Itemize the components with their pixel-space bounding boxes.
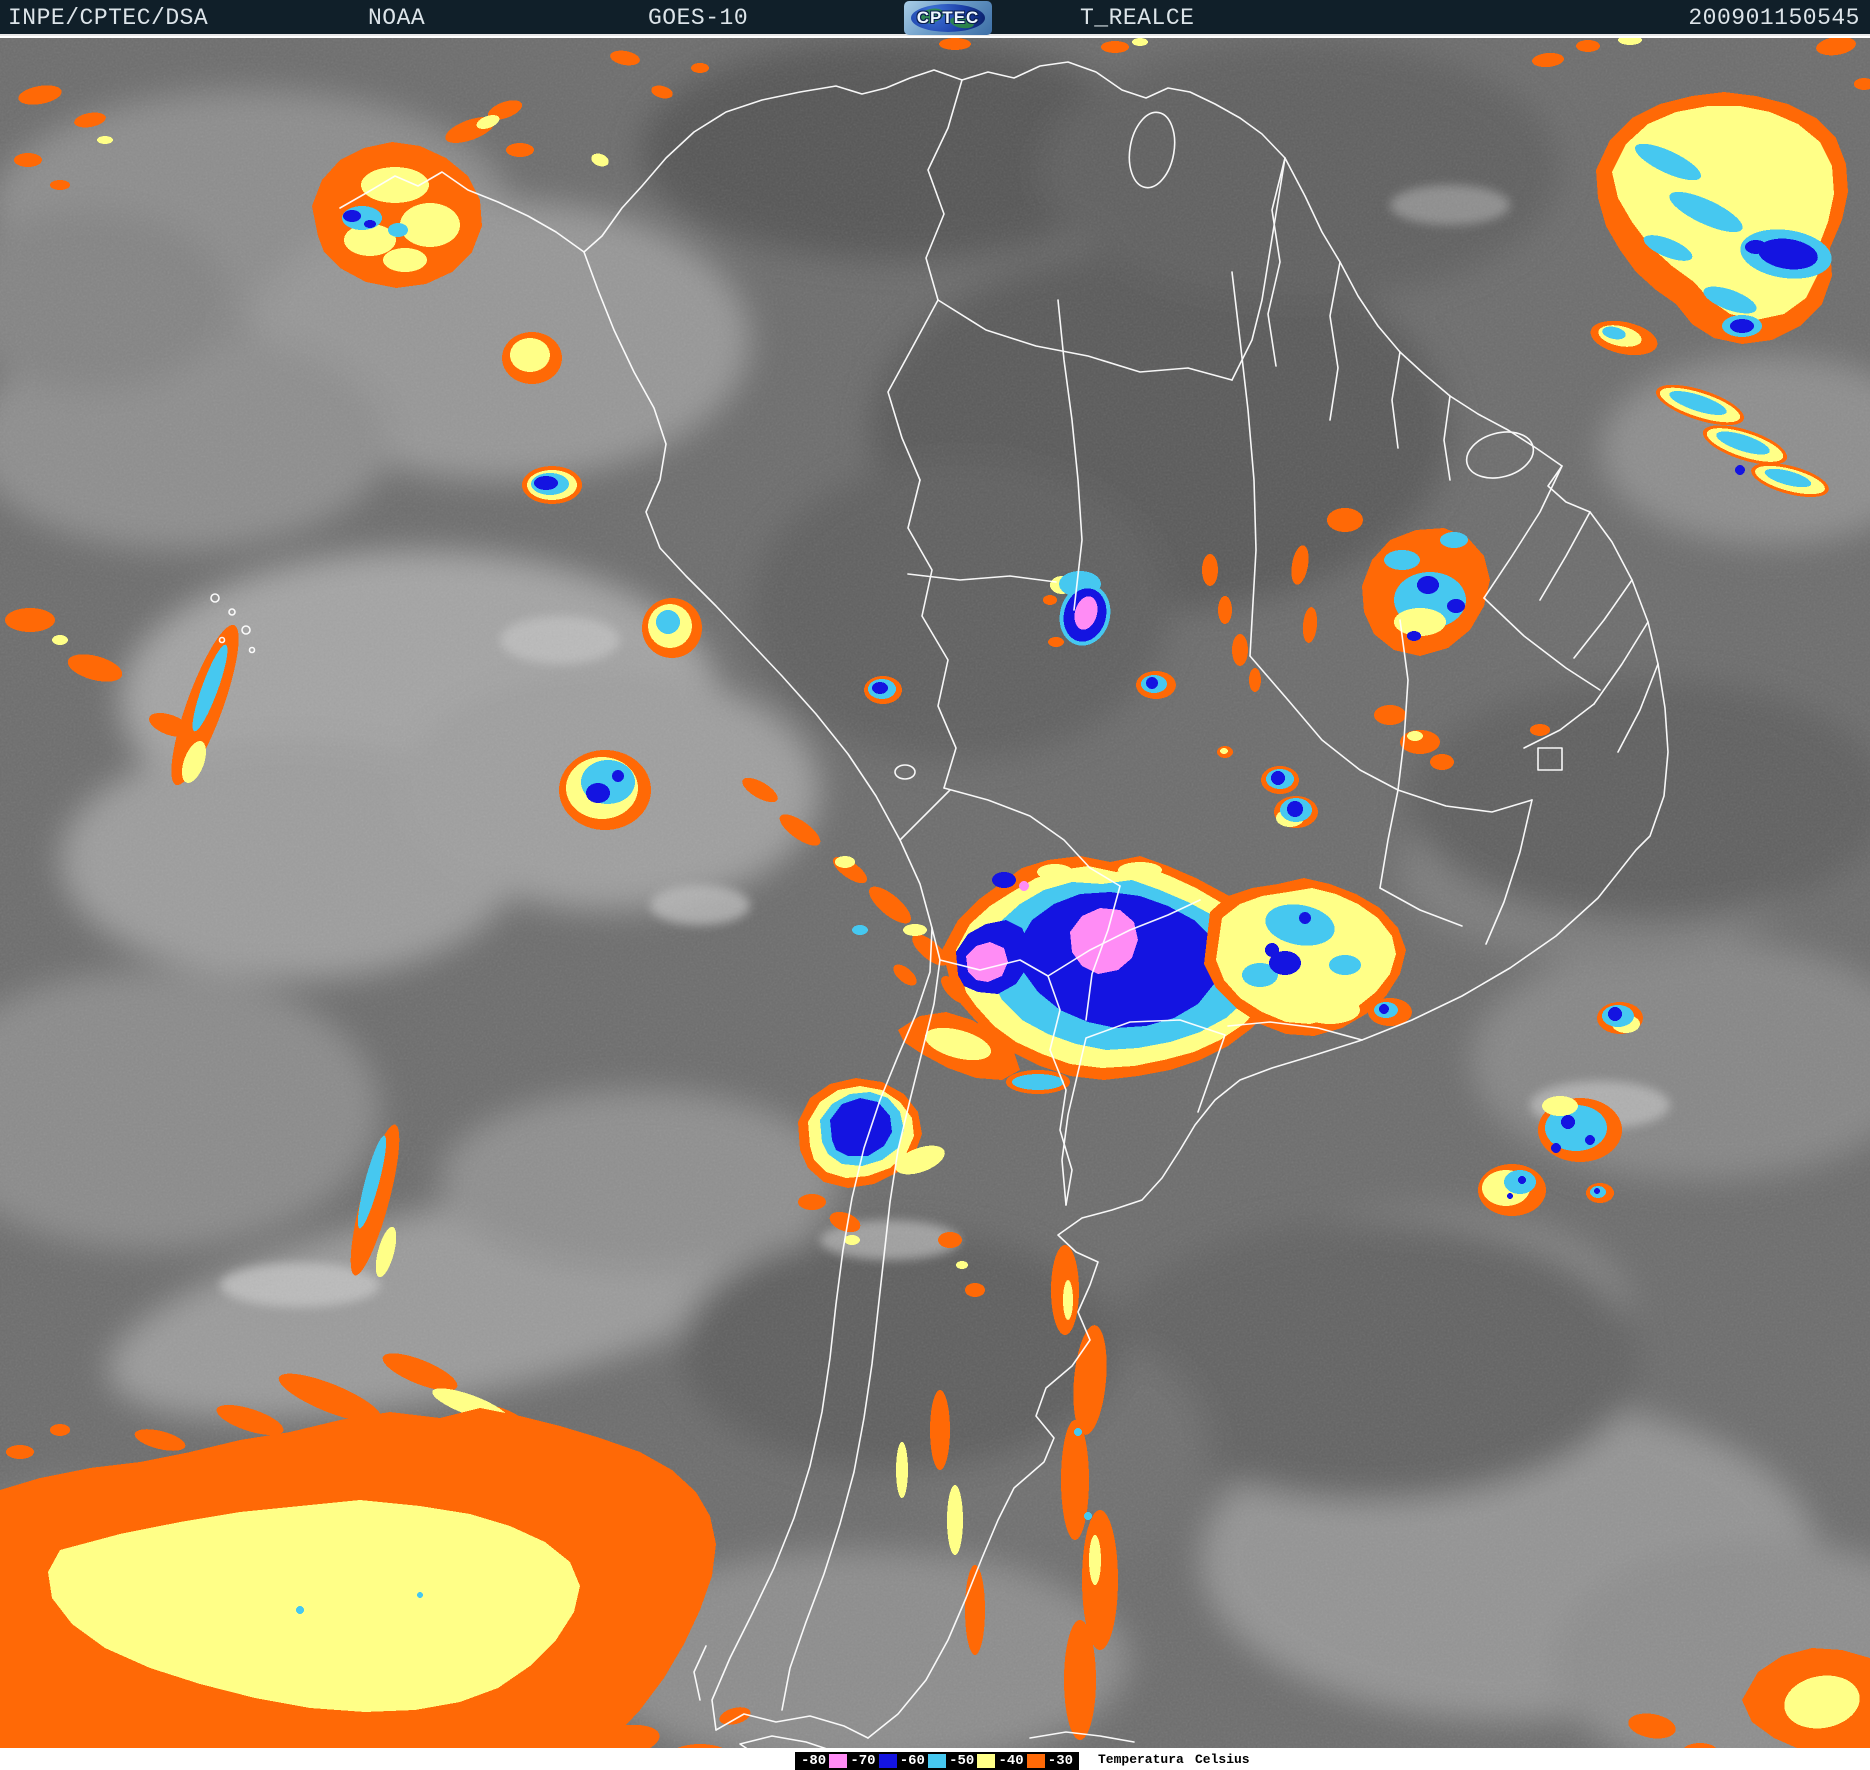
legend-tick-label: -30 (1047, 1753, 1074, 1769)
storm-cells-mid-brazil (1136, 671, 1643, 1034)
storm-cell-peru-central (559, 750, 651, 830)
header-bar: INPE/CPTEC/DSA NOAA GOES-10 CPTEC T_REAL… (0, 0, 1870, 36)
cptec-logo: CPTEC (904, 1, 992, 35)
legend-swatch (829, 1754, 848, 1768)
legend-tick-label: -40 (998, 1753, 1024, 1769)
storm-streak-south-pacific (350, 1124, 400, 1278)
product-label: T_REALCE (1080, 5, 1195, 31)
storm-streaks-andes (742, 777, 969, 1004)
legend-tick-label: -50 (949, 1753, 975, 1769)
legend-swatch (1026, 1754, 1045, 1768)
storm-cells-south-atlantic (1478, 1096, 1622, 1216)
legend-swatch (977, 1754, 996, 1768)
storm-streaks-coast (1656, 384, 1829, 498)
storm-cluster-nw-brazil (1291, 508, 1490, 656)
storm-cell-chile-coast (798, 1078, 945, 1210)
storm-specks-amazon (1202, 554, 1550, 770)
storm-complex-parana (898, 856, 1282, 1094)
storm-cluster-ne-parana (1204, 878, 1406, 1036)
storm-cell-colombia (312, 100, 534, 288)
storm-cell-southeast-corner (1628, 1648, 1870, 1748)
legend-title: Temperatura (1098, 1752, 1184, 1767)
noaa-label: NOAA (368, 5, 426, 31)
satellite-map (0, 38, 1870, 1748)
agency-label: INPE/CPTEC/DSA (8, 5, 209, 31)
storm-cell-ecuador (502, 332, 562, 384)
storm-streak-pacific (5, 608, 239, 786)
legend-swatch (927, 1754, 947, 1768)
storm-cluster-atlantic (1532, 38, 1870, 356)
satellite-label: GOES-10 (648, 5, 749, 31)
legend-tick-label: -60 (899, 1753, 925, 1769)
frontal-band-southwest (0, 1353, 751, 1748)
storm-cell-small-blue (522, 466, 582, 504)
legend-tick-label: -70 (850, 1753, 876, 1769)
legend-tick-label: -80 (801, 1753, 827, 1769)
storm-cell-border-dot (864, 676, 902, 704)
enhancement-layer (0, 38, 1870, 1748)
legend-swatch (878, 1754, 897, 1768)
storm-cell-peru-north (642, 598, 702, 658)
legend-scale: -80 -70 -60 -50 -40 -30 (795, 1752, 1079, 1770)
storm-specks-northwest (14, 38, 1148, 190)
legend-unit: Celsius (1195, 1752, 1250, 1767)
borders-layer (210, 61, 1669, 1748)
logo-text: CPTEC (916, 8, 980, 27)
timestamp-label: 200901150545 (1688, 5, 1860, 31)
bottom-bar: -80 -70 -60 -50 -40 -30 Temperatura Celsius (0, 1748, 1870, 1770)
